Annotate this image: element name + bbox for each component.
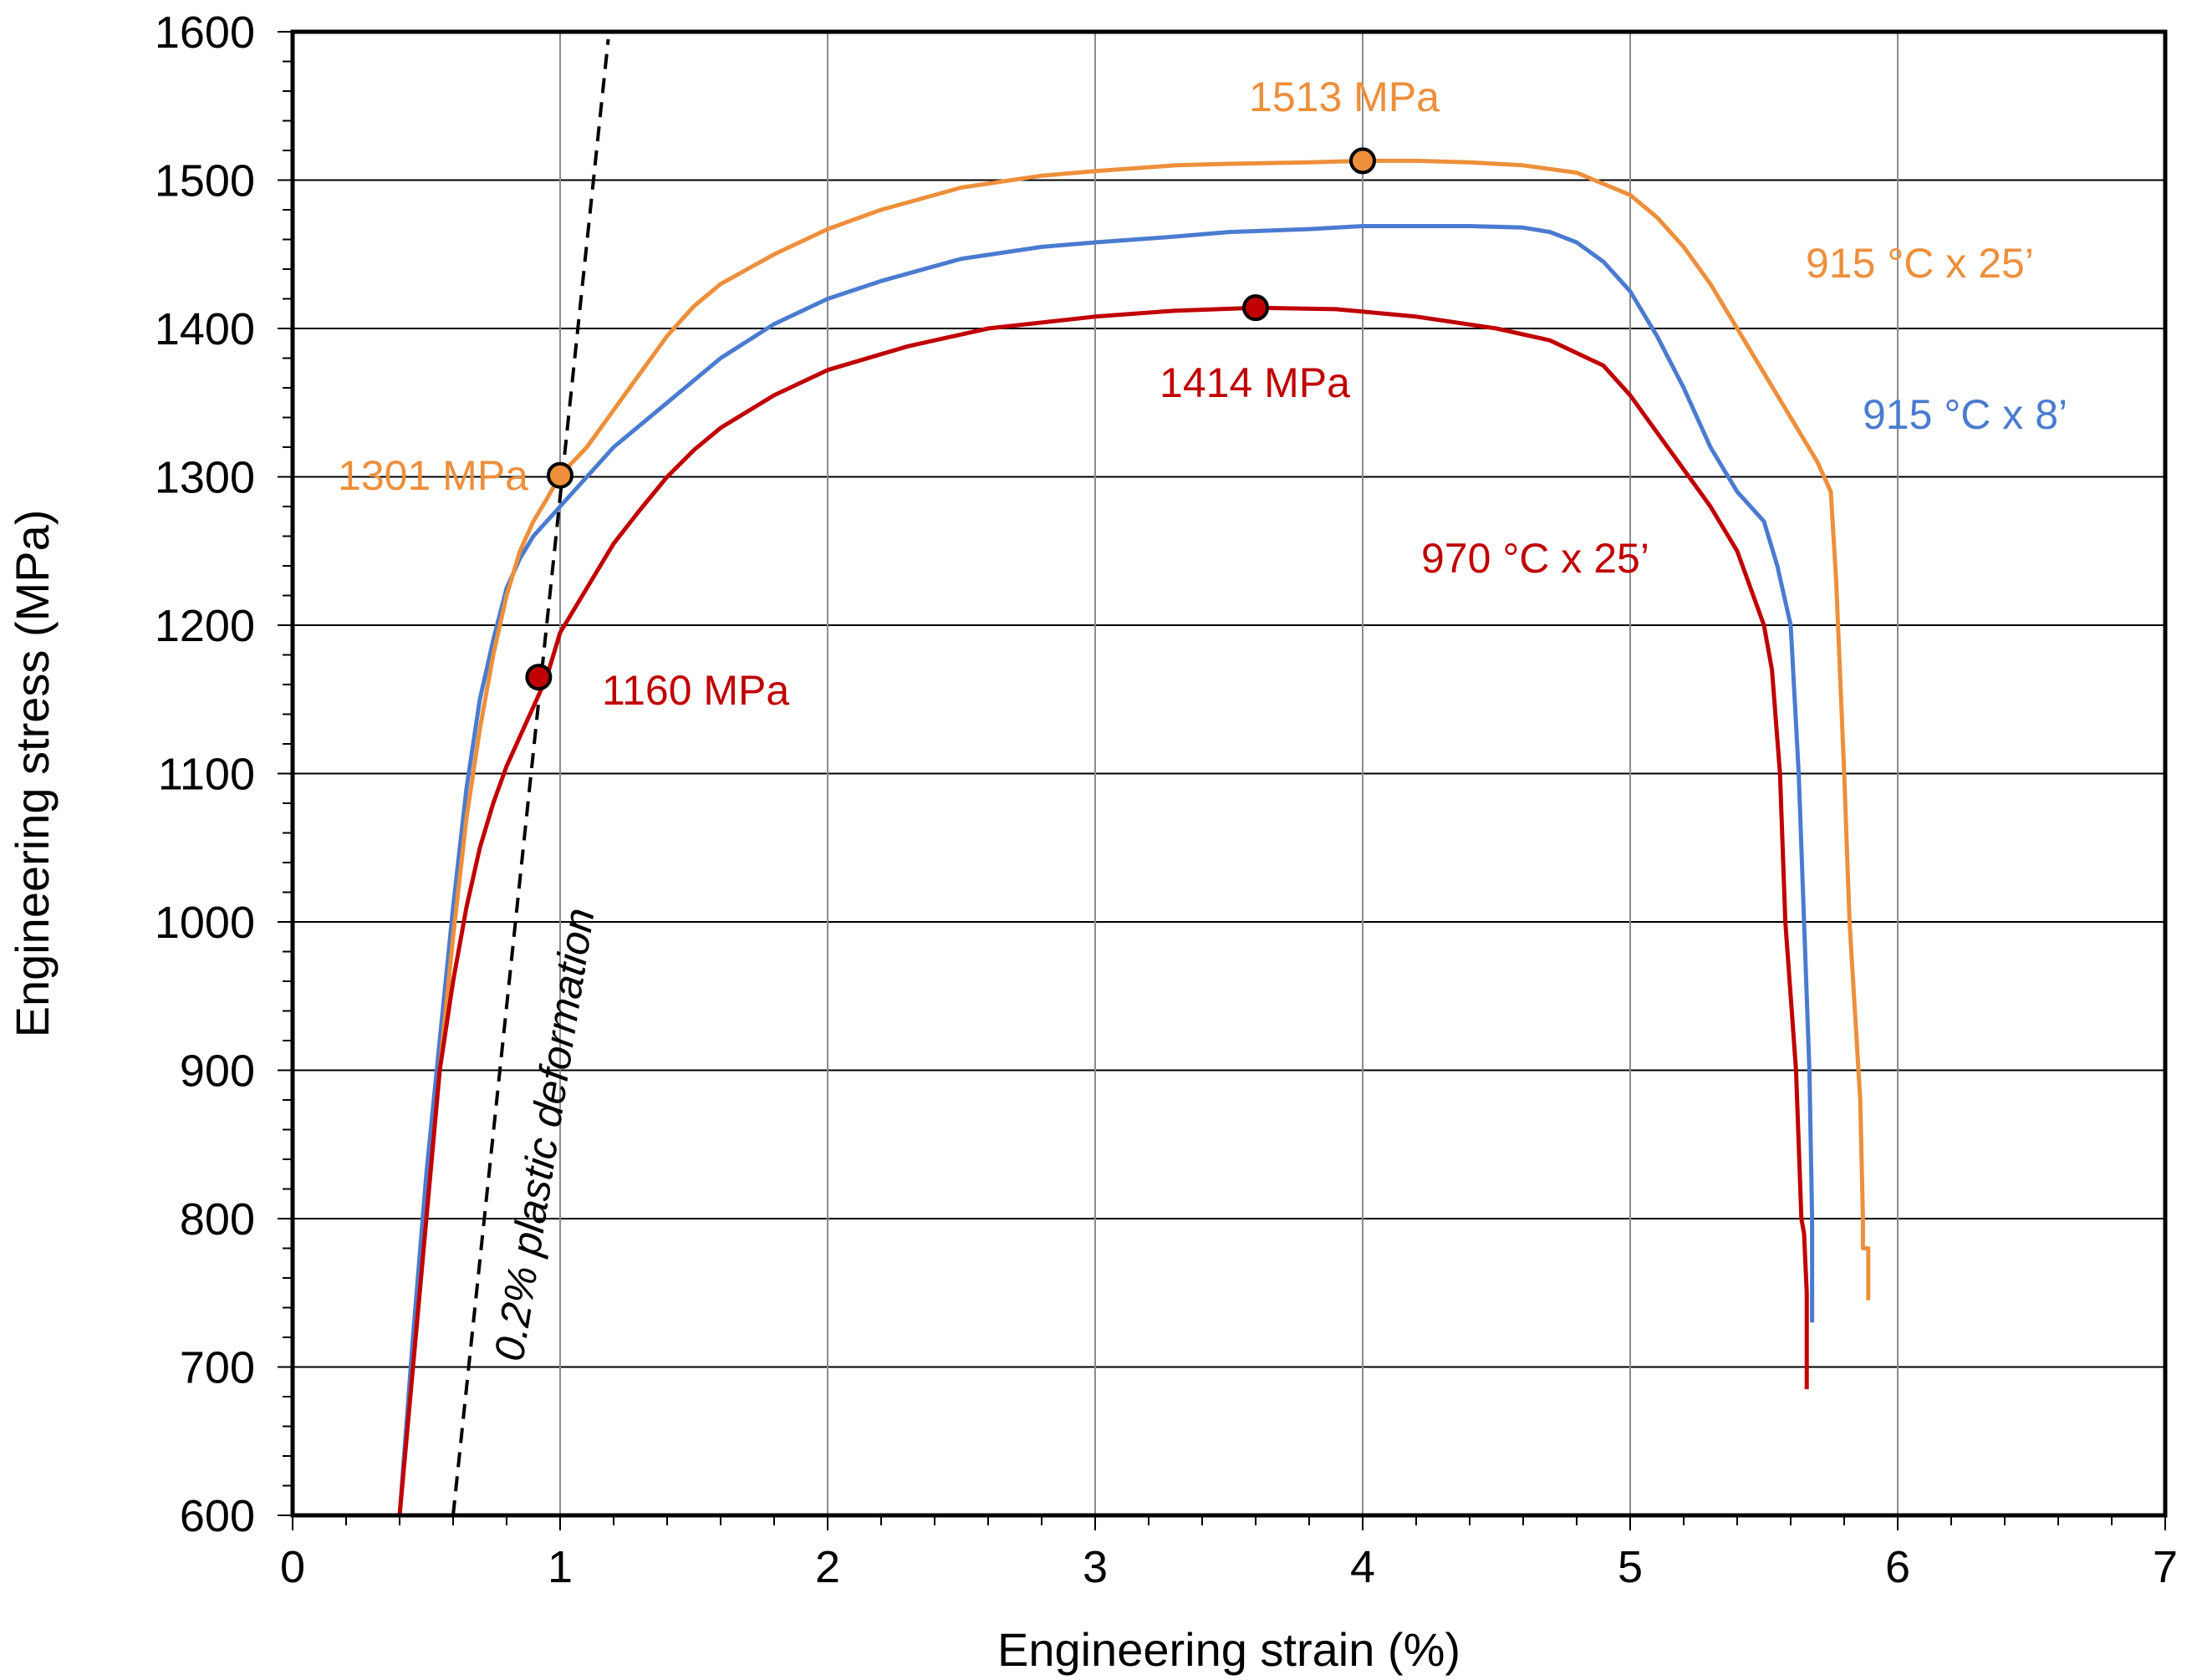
y-tick-labels: 600 700 800 900 1000 1100 1200 1300 1400 1500 1600 [155, 8, 255, 1541]
y-tick-label-1100: 1100 [158, 750, 255, 800]
y-axis-title: Engineering stress (MPa) [6, 510, 59, 1038]
legend-label-915c-8min: 915 °C x 8’ [1863, 391, 2067, 438]
x-tick-label-2: 2 [815, 1542, 840, 1592]
y-tick-label-1400: 1400 [155, 304, 255, 354]
annotation-1301-mpa: 1301 MPa [338, 452, 528, 499]
offset-line-label: 0.2% plastic deformation [486, 905, 604, 1365]
x-tick-label-1: 1 [548, 1542, 573, 1592]
data-marker-1414-mpa [1242, 294, 1269, 322]
series-line-2 [397, 305, 1809, 1516]
data-marker-1513-mpa [1349, 147, 1376, 175]
x-tick-label-7: 7 [2153, 1542, 2178, 1592]
data-markers [525, 147, 1376, 691]
x-tick-labels: 0 1 2 3 4 5 6 7 [280, 1542, 2178, 1592]
y-tick-label-800: 800 [180, 1194, 255, 1245]
y-tick-label-1500: 1500 [155, 156, 255, 206]
y-tick-label-700: 700 [180, 1343, 255, 1393]
plot-frame [290, 29, 2168, 1518]
y-tick-label-1200: 1200 [155, 601, 255, 651]
series-line-0 [397, 158, 1871, 1516]
offset-line [451, 38, 610, 1516]
annotation-1160-mpa: 1160 MPa [602, 667, 789, 714]
annotation-1414-mpa: 1414 MPa [1160, 359, 1350, 406]
x-tick-label-4: 4 [1350, 1542, 1375, 1592]
y-tick-label-1000: 1000 [155, 898, 255, 948]
y-tick-label-600: 600 [180, 1491, 255, 1541]
series-line-1 [397, 224, 1815, 1516]
x-axis-title: Engineering strain (%) [997, 1623, 1460, 1676]
data-series [397, 158, 1871, 1516]
data-marker-1160-mpa [525, 664, 553, 691]
y-tick-label-1600: 1600 [155, 8, 255, 58]
gridlines [293, 32, 2165, 1515]
y-tick-label-1300: 1300 [155, 453, 255, 503]
legend-label-970c-25min: 970 °C x 25’ [1421, 535, 1649, 582]
legend-label-915c-25min: 915 °C x 25’ [1806, 240, 2034, 287]
offset-line-group [451, 38, 610, 1516]
x-tick-label-6: 6 [1885, 1542, 1910, 1592]
y-tick-label-900: 900 [180, 1046, 255, 1097]
annotation-1513-mpa: 1513 MPa [1249, 74, 1440, 120]
x-tick-label-0: 0 [280, 1542, 305, 1592]
data-marker-1301-mpa [547, 461, 573, 489]
x-tick-label-5: 5 [1618, 1542, 1643, 1592]
x-tick-label-3: 3 [1083, 1542, 1108, 1592]
